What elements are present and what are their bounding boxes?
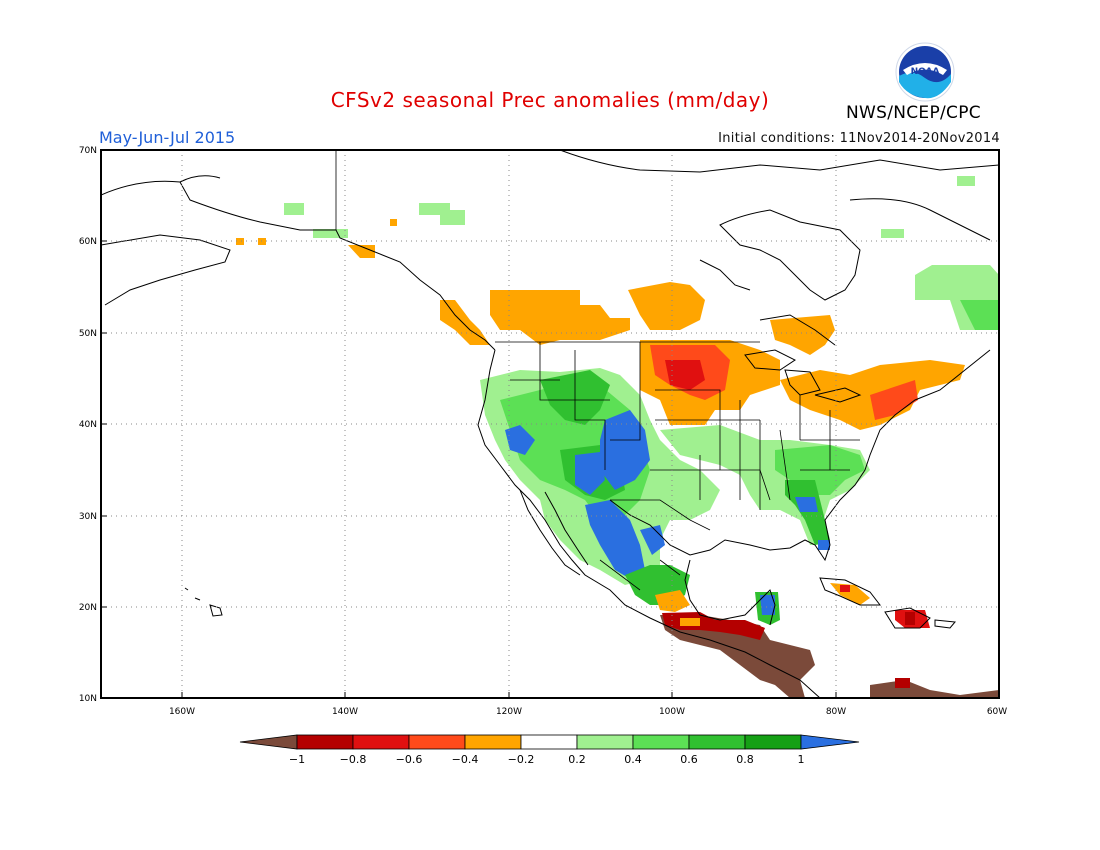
initial-conditions-label: Initial conditions: 11Nov2014-20Nov2014	[718, 131, 1000, 146]
lat-label: 20N	[79, 603, 97, 613]
colorbar-box	[576, 734, 634, 750]
lat-label: 60N	[79, 237, 97, 247]
colorbar-tick-label: 0.4	[624, 753, 642, 766]
colorbar-labels: −1 −0.8 −0.6 −0.4 −0.2 0.2 0.4 0.6 0.8 1	[289, 753, 805, 766]
lon-label: 100W	[659, 707, 685, 717]
colorbar-box	[464, 734, 522, 750]
map-title: CFSv2 seasonal Prec anomalies (mm/day)	[330, 88, 770, 112]
colorbar-box	[296, 734, 354, 750]
colorbar-tick-label: −0.6	[396, 753, 423, 766]
lon-label: 60W	[987, 707, 1007, 717]
colorbar-box	[632, 734, 690, 750]
lon-label: 80W	[826, 707, 846, 717]
colorbar-box	[744, 734, 802, 750]
lon-label: 120W	[496, 707, 522, 717]
lon-label: 140W	[332, 707, 358, 717]
season-label: May-Jun-Jul 2015	[99, 128, 236, 147]
lat-label: 10N	[79, 694, 97, 704]
colorbar-box	[408, 734, 466, 750]
colorbar	[239, 734, 860, 750]
colorbar-arrow-left	[239, 734, 298, 750]
lat-label: 50N	[79, 329, 97, 339]
colorbar-box	[688, 734, 746, 750]
agency-label: NWS/NCEP/CPC	[846, 103, 981, 123]
longitude-labels: 160W 140W 120W 100W 80W 60W	[169, 707, 1007, 717]
colorbar-tick-label: 0.6	[680, 753, 698, 766]
latitude-labels: 70N 60N 50N 40N 30N 20N 10N	[79, 146, 97, 704]
colorbar-box	[520, 734, 578, 750]
anomaly-shading	[236, 176, 999, 698]
colorbar-arrow-right	[800, 734, 860, 750]
colorbar-tick-label: −1	[289, 753, 305, 766]
colorbar-tick-label: −0.8	[340, 753, 367, 766]
colorbar-tick-label: −0.4	[452, 753, 479, 766]
noaa-logo-icon: NOAA	[895, 42, 955, 102]
lat-label: 70N	[79, 146, 97, 156]
state-borders	[335, 150, 860, 591]
svg-text:NOAA: NOAA	[911, 67, 940, 77]
lon-label: 160W	[169, 707, 195, 717]
colorbar-tick-label: −0.2	[508, 753, 535, 766]
coastlines	[101, 150, 999, 698]
lat-label: 30N	[79, 512, 97, 522]
axis-ticks	[101, 149, 837, 698]
colorbar-tick-label: 0.2	[568, 753, 586, 766]
colorbar-tick-label: 1	[798, 753, 805, 766]
lat-label: 40N	[79, 420, 97, 430]
colorbar-box	[352, 734, 410, 750]
colorbar-tick-label: 0.8	[736, 753, 754, 766]
